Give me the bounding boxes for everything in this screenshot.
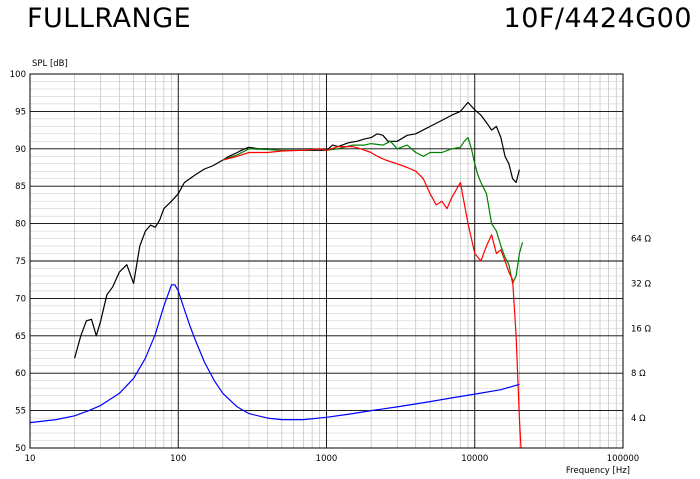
series-layer: [29, 101, 524, 449]
title-right: 10F/4424G00: [503, 3, 692, 34]
x-tick-label: 100: [170, 454, 186, 464]
title-left: FULLRANGE: [27, 3, 192, 34]
y-tick-label: 100: [10, 70, 26, 80]
series-line-4: [29, 284, 520, 424]
x-tick-label: 10000: [461, 454, 488, 464]
y-tick-label: 55: [15, 407, 26, 417]
y-tick-label: 75: [15, 257, 26, 267]
impedance-tick-label: 64 Ω: [631, 235, 652, 245]
x-axis-title: Frequency [Hz]: [566, 466, 630, 476]
series-line-1: [74, 101, 520, 359]
impedance-tick-label: 16 Ω: [631, 324, 652, 334]
x-tick-label: 10: [25, 454, 36, 464]
y-tick-label: 60: [15, 369, 26, 379]
y-tick-label: 80: [15, 220, 26, 230]
impedance-tick-label: 4 Ω: [631, 414, 646, 424]
y-tick-label: 90: [15, 145, 26, 155]
labels-layer: 50 55 60 65 70 75 80 85 90 95 100 10 100 1000 10000 100…: [10, 59, 652, 476]
impedance-tick-label: 8 Ω: [631, 369, 646, 379]
plot-frame: [29, 73, 624, 449]
series-line-3: [222, 146, 522, 449]
y-tick-label: 65: [15, 332, 26, 342]
y-tick-label: 85: [15, 182, 26, 192]
x-tick-label: 1000: [316, 454, 338, 464]
y-tick-label: 95: [15, 107, 26, 117]
y-tick-label: 70: [15, 294, 26, 304]
impedance-tick-label: 32 Ω: [631, 279, 652, 289]
x-tick-label: 100000: [607, 454, 639, 464]
y-tick-label: 50: [15, 444, 26, 454]
y-axis-title: SPL [dB]: [32, 59, 68, 69]
series-line-2: [222, 137, 524, 284]
major-grid: [30, 74, 623, 448]
